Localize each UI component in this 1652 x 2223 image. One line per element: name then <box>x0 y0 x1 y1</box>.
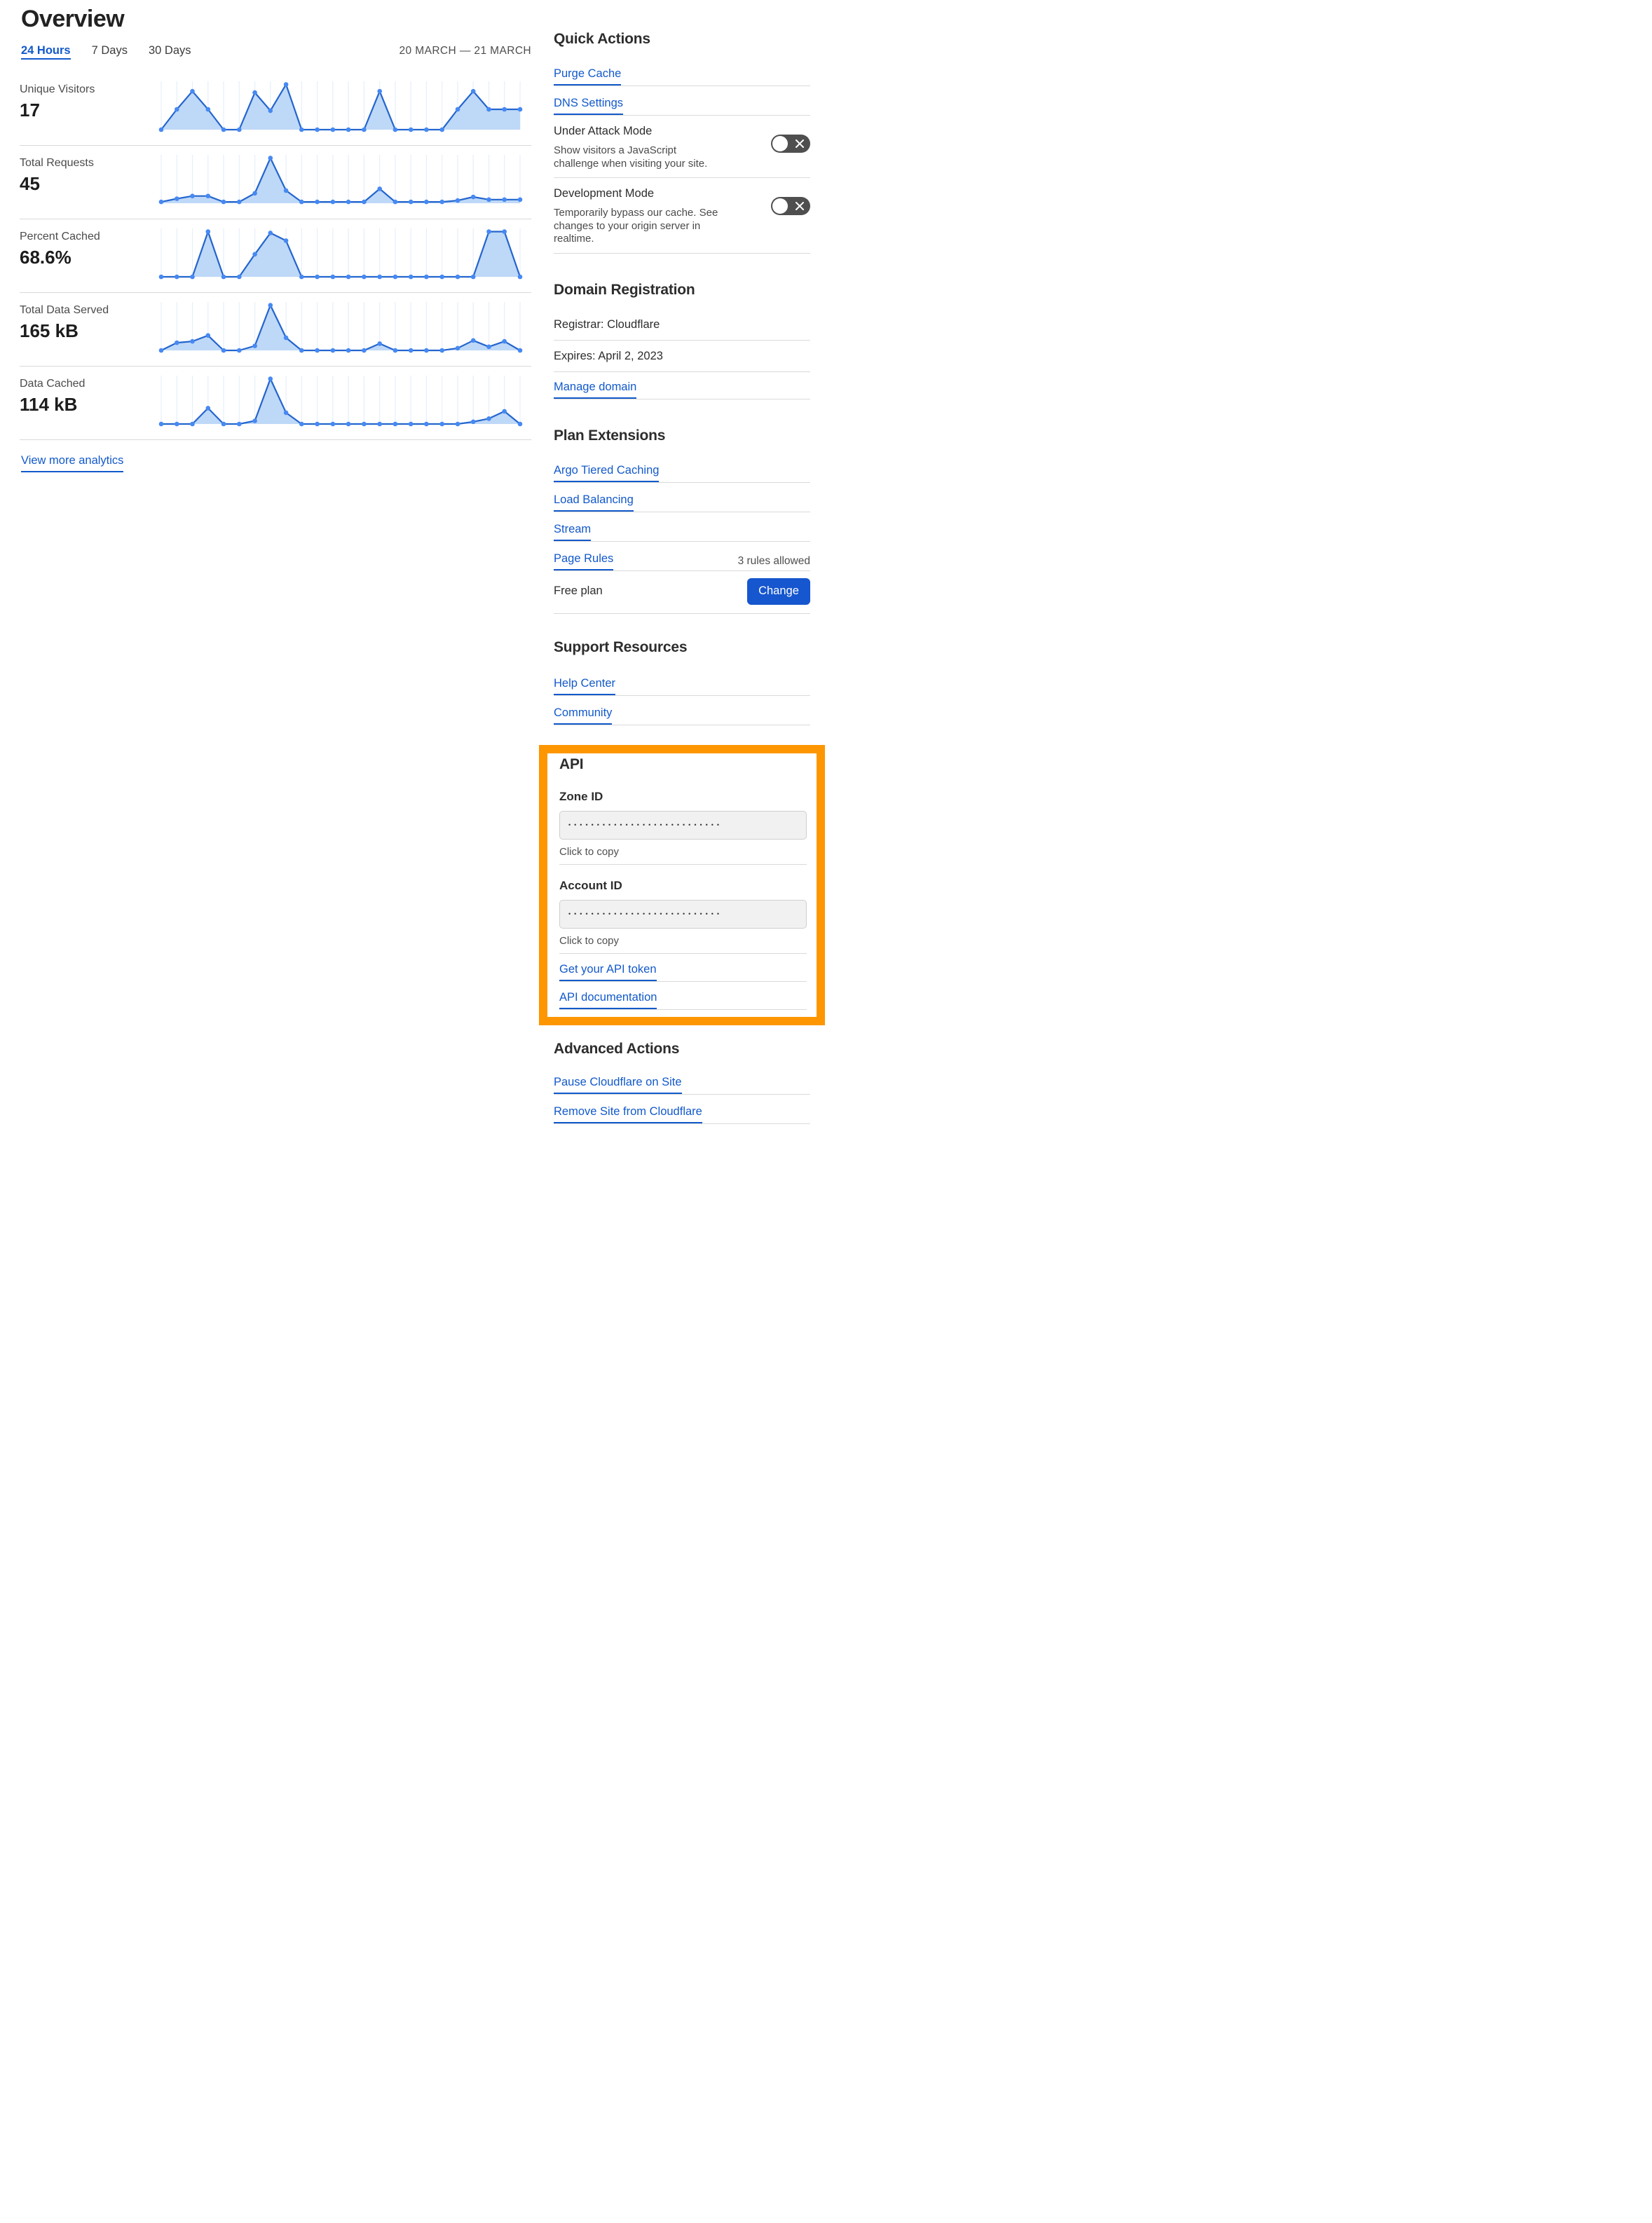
metrics-list: Unique Visitors 17 Total Requests 45 Per… <box>20 72 531 440</box>
expires-row: Expires: April 2, 2023 <box>554 341 810 372</box>
development-mode-toggle[interactable] <box>771 197 810 215</box>
dns-settings-row: DNS Settings <box>554 86 810 116</box>
page-rules-row: Page Rules 3 rules allowed <box>554 542 810 571</box>
purge-cache-link[interactable]: Purge Cache <box>554 67 622 86</box>
api-documentation-row: API documentation <box>559 982 807 1010</box>
metric-row-data-cached: Data Cached 114 kB <box>20 367 531 440</box>
help-center-row: Help Center <box>554 656 810 696</box>
metric-value: 45 <box>20 173 40 194</box>
tab-24-hours[interactable]: 24 Hours <box>21 44 71 60</box>
page-rules-link[interactable]: Page Rules <box>554 552 614 570</box>
dns-settings-link[interactable]: DNS Settings <box>554 97 624 115</box>
pause-cloudflare-link[interactable]: Pause Cloudflare on Site <box>554 1076 682 1094</box>
page-title: Overview <box>21 6 125 32</box>
metric-value: 68.6% <box>20 247 71 268</box>
metric-row-total-data-served: Total Data Served 165 kB <box>20 293 531 367</box>
metric-label: Unique Visitors <box>20 83 95 95</box>
account-id-label: Account ID <box>559 878 622 892</box>
sparkline-chart-data-cached <box>158 374 524 427</box>
zone-id-copy-hint: Click to copy <box>559 846 807 865</box>
development-mode-description: Temporarily bypass our cache. See change… <box>554 207 718 245</box>
toggle-knob <box>772 136 788 151</box>
get-api-token-row: Get your API token <box>559 954 807 982</box>
metric-row-percent-cached: Percent Cached 68.6% <box>20 219 531 293</box>
zone-id-copy-field[interactable]: ••••••••••••••••••••••••••• <box>559 810 807 840</box>
metric-row-unique-visitors: Unique Visitors 17 <box>20 72 531 146</box>
get-api-token-link[interactable]: Get your API token <box>559 963 657 981</box>
under-attack-mode-row: Under Attack Mode Show visitors a JavaSc… <box>554 116 810 178</box>
remove-site-link[interactable]: Remove Site from Cloudflare <box>554 1105 702 1123</box>
metric-label: Total Requests <box>20 157 94 169</box>
under-attack-mode-toggle[interactable] <box>771 135 810 153</box>
api-section-highlight-box: API Zone ID ••••••••••••••••••••••••••• … <box>539 744 825 1025</box>
remove-site-row: Remove Site from Cloudflare <box>554 1095 810 1124</box>
account-id-copy-hint: Click to copy <box>559 935 807 954</box>
metric-label: Data Cached <box>20 378 86 390</box>
argo-tiered-caching-row: Argo Tiered Caching <box>554 444 810 483</box>
load-balancing-row: Load Balancing <box>554 483 810 512</box>
date-range-label: 20 MARCH — 21 MARCH <box>399 45 531 57</box>
development-mode-row: Development Mode Temporarily bypass our … <box>554 178 810 254</box>
load-balancing-link[interactable]: Load Balancing <box>554 493 634 512</box>
page-rules-allowance-note: 3 rules allowed <box>737 554 810 567</box>
toggle-off-x-icon <box>795 201 805 211</box>
sparkline-chart-total-requests <box>158 153 524 207</box>
metric-value: 114 kB <box>20 394 78 415</box>
zone-id-masked-value: ••••••••••••••••••••••••••• <box>568 821 723 828</box>
help-center-link[interactable]: Help Center <box>554 677 616 695</box>
metric-label: Percent Cached <box>20 231 100 242</box>
account-id-copy-field[interactable]: ••••••••••••••••••••••••••• <box>559 899 807 929</box>
zone-id-label: Zone ID <box>559 789 603 803</box>
change-plan-button[interactable]: Change <box>747 577 810 605</box>
community-row: Community <box>554 696 810 725</box>
metric-label: Total Data Served <box>20 304 109 316</box>
time-range-tabs: 24 Hours 7 Days 30 Days 20 MARCH — 21 MA… <box>21 44 531 60</box>
purge-cache-row: Purge Cache <box>554 48 810 86</box>
sparkline-chart-total-data-served <box>158 301 524 354</box>
stream-row: Stream <box>554 512 810 542</box>
current-plan-label: Free plan <box>554 584 603 597</box>
api-heading: API <box>559 755 584 772</box>
toggle-knob <box>772 198 788 214</box>
quick-actions-heading: Quick Actions <box>554 31 650 47</box>
view-more-analytics-link[interactable]: View more analytics <box>21 454 124 472</box>
tab-7-days[interactable]: 7 Days <box>91 44 128 57</box>
metric-row-total-requests: Total Requests 45 <box>20 146 531 219</box>
advanced-actions-heading: Advanced Actions <box>554 1040 680 1057</box>
sparkline-chart-percent-cached <box>158 227 524 280</box>
stream-link[interactable]: Stream <box>554 523 592 541</box>
support-resources-heading: Support Resources <box>554 638 688 655</box>
sparkline-chart-unique-visitors <box>158 80 524 133</box>
metric-value: 17 <box>20 100 40 121</box>
pause-cloudflare-row: Pause Cloudflare on Site <box>554 1058 810 1095</box>
toggle-off-x-icon <box>795 139 805 149</box>
plan-extensions-heading: Plan Extensions <box>554 427 666 444</box>
manage-domain-link[interactable]: Manage domain <box>554 381 637 399</box>
metric-value: 165 kB <box>20 320 78 341</box>
sidebar: Quick Actions Purge Cache DNS Settings U… <box>539 0 825 1124</box>
api-documentation-link[interactable]: API documentation <box>559 991 657 1009</box>
account-id-masked-value: ••••••••••••••••••••••••••• <box>568 910 723 917</box>
under-attack-mode-description: Show visitors a JavaScript challenge whe… <box>554 144 708 170</box>
development-mode-label: Development Mode <box>554 187 655 200</box>
under-attack-mode-label: Under Attack Mode <box>554 125 653 137</box>
registrar-row: Registrar: Cloudflare <box>554 299 810 341</box>
analytics-overview-panel: Overview 24 Hours 7 Days 30 Days 20 MARC… <box>20 0 531 472</box>
manage-domain-row: Manage domain <box>554 372 810 399</box>
community-link[interactable]: Community <box>554 706 613 725</box>
plan-row: Free plan Change <box>554 571 810 614</box>
domain-registration-heading: Domain Registration <box>554 281 695 298</box>
argo-tiered-caching-link[interactable]: Argo Tiered Caching <box>554 464 660 482</box>
tab-30-days[interactable]: 30 Days <box>148 44 191 57</box>
